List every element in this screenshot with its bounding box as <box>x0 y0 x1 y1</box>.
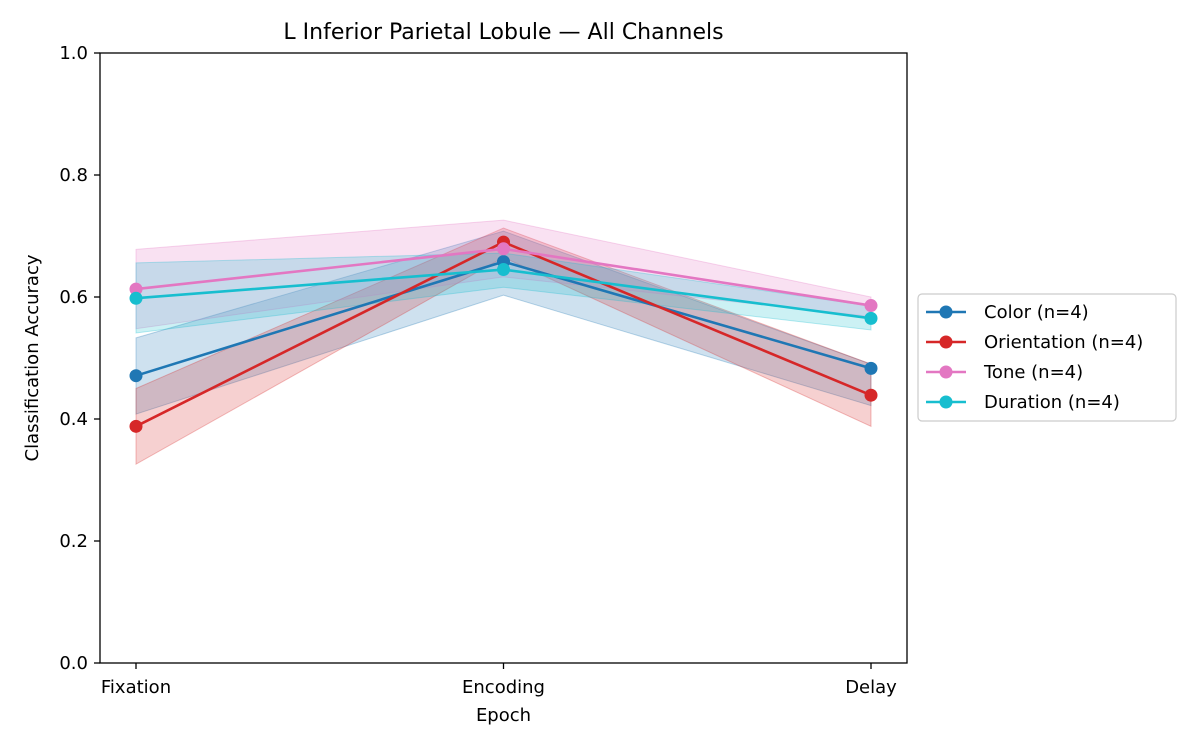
legend-label-orientation: Orientation (n=4) <box>984 332 1143 353</box>
x-tick-label: Fixation <box>101 677 171 698</box>
y-axis-title: Classification Accuracy <box>22 254 43 461</box>
point-tone <box>497 242 510 256</box>
y-tick-label: 0.2 <box>59 531 88 552</box>
band-orientation <box>135 227 872 465</box>
legend-marker-duration <box>939 395 953 409</box>
x-tick-label: Delay <box>845 677 897 698</box>
legend-marker-orientation <box>939 335 953 349</box>
y-tick-label: 0.6 <box>59 287 88 308</box>
legend-label-tone: Tone (n=4) <box>983 362 1083 383</box>
y-axis: 0.0 0.2 0.4 0.6 0.8 1.0 <box>59 43 100 674</box>
legend-label-duration: Duration (n=4) <box>984 392 1120 413</box>
y-tick-label: 0.0 <box>59 653 88 674</box>
point-duration <box>864 311 878 325</box>
point-color <box>129 369 143 383</box>
chart-title: L Inferior Parietal Lobule — All Channel… <box>283 20 723 45</box>
point-orientation <box>129 419 143 433</box>
legend: Color (n=4) Orientation (n=4) Tone (n=4) Du… <box>917 293 1177 422</box>
x-tick-label: Encoding <box>462 677 545 698</box>
legend-frame <box>917 293 1177 422</box>
x-axis-title: Epoch <box>476 705 531 726</box>
legend-marker-color <box>939 305 953 319</box>
point-orientation <box>864 388 878 402</box>
series-points <box>129 235 878 433</box>
point-tone <box>129 282 143 296</box>
point-duration <box>129 291 143 305</box>
point-tone <box>864 299 878 313</box>
legend-marker-tone <box>939 365 953 379</box>
point-color <box>864 361 878 375</box>
y-tick-label: 0.4 <box>59 409 88 430</box>
point-duration <box>497 263 510 277</box>
x-axis: Fixation Encoding Delay <box>101 663 897 698</box>
y-tick-label: 0.8 <box>59 165 88 186</box>
legend-label-color: Color (n=4) <box>984 302 1089 323</box>
y-tick-label: 1.0 <box>59 43 88 64</box>
